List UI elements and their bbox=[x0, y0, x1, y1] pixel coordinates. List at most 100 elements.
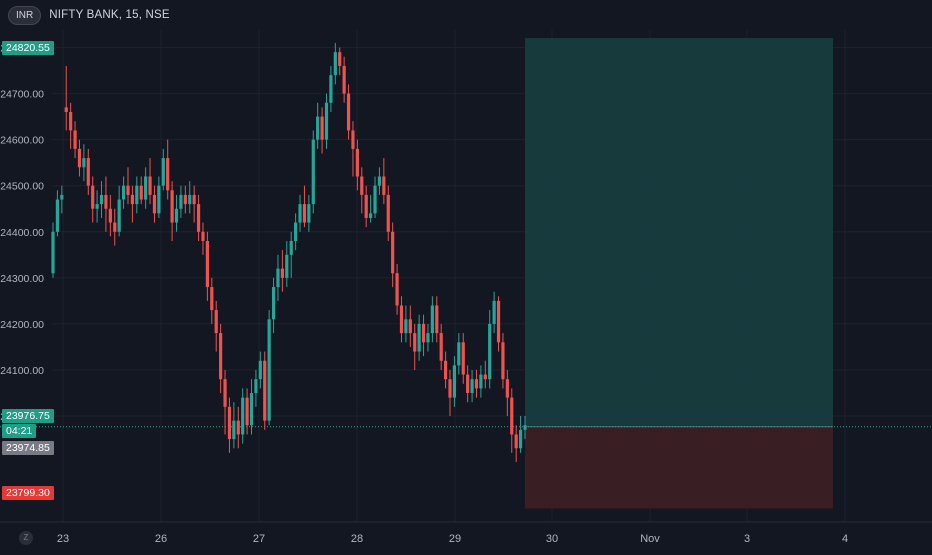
candle-body bbox=[205, 240, 209, 288]
price-tick-label: 24200.00 bbox=[0, 319, 44, 331]
candle-body bbox=[99, 194, 104, 205]
candle-body bbox=[496, 300, 501, 343]
candle-body bbox=[483, 374, 487, 380]
chart-header: INR NIFTY BANK, 15, NSE bbox=[8, 4, 170, 26]
candle-body bbox=[232, 420, 236, 440]
candle-body bbox=[364, 194, 368, 218]
profit-zone bbox=[525, 38, 833, 427]
currency-badge[interactable]: INR bbox=[8, 5, 42, 25]
candle-body bbox=[417, 323, 421, 352]
candle-body bbox=[413, 333, 417, 352]
candle-body bbox=[271, 287, 276, 320]
candle-body bbox=[369, 213, 373, 218]
candle-body bbox=[95, 204, 99, 209]
candle-body bbox=[82, 158, 86, 168]
candle-body bbox=[139, 185, 143, 200]
candle-body bbox=[316, 116, 320, 140]
timezone-icon[interactable]: Z bbox=[19, 531, 33, 545]
candle-body bbox=[174, 208, 179, 223]
candle-body bbox=[430, 305, 434, 334]
candle-body bbox=[135, 185, 139, 205]
candle-body bbox=[64, 107, 68, 112]
stop-price-tag: 23799.30 bbox=[2, 486, 54, 500]
candle-body bbox=[108, 208, 112, 223]
price-tick-label: 24100.00 bbox=[0, 365, 44, 377]
time-tick-label: 3 bbox=[744, 533, 750, 545]
time-tick-label: Nov bbox=[640, 533, 660, 545]
time-tick-label: 4 bbox=[842, 533, 848, 545]
candle-body bbox=[488, 323, 492, 380]
candle-body bbox=[214, 310, 218, 334]
price-tick-label: 24600.00 bbox=[0, 135, 44, 147]
candle-body bbox=[479, 374, 483, 389]
candle-body bbox=[452, 365, 457, 398]
target-price-tag: 24820.55 bbox=[2, 41, 54, 55]
candle-body bbox=[457, 342, 461, 366]
candle-body bbox=[179, 194, 183, 209]
candle-body bbox=[346, 93, 351, 131]
candle-body bbox=[236, 420, 240, 435]
candle-body bbox=[492, 300, 496, 324]
candle-body bbox=[360, 176, 364, 195]
candle-body bbox=[461, 342, 465, 375]
price-tick-label: 24400.00 bbox=[0, 227, 44, 239]
candle-body bbox=[518, 429, 523, 449]
candle-body bbox=[399, 305, 404, 334]
candle-body bbox=[77, 148, 82, 168]
candle-body bbox=[91, 185, 95, 209]
candle-body bbox=[324, 102, 329, 140]
candle-body bbox=[466, 374, 470, 394]
candle-body bbox=[439, 333, 443, 361]
candle-body bbox=[523, 425, 527, 430]
candle-body bbox=[157, 185, 161, 214]
candle-body bbox=[241, 397, 245, 435]
candle-body bbox=[245, 397, 249, 426]
candle-body bbox=[510, 397, 514, 435]
candle-body bbox=[188, 194, 192, 205]
candle-body bbox=[474, 379, 479, 389]
time-tick-label: 27 bbox=[253, 533, 265, 545]
candle-body bbox=[254, 379, 258, 394]
candle-body bbox=[302, 204, 307, 223]
time-tick-label: 23 bbox=[57, 533, 69, 545]
candle-body bbox=[69, 112, 73, 131]
candle-body bbox=[192, 194, 196, 205]
time-tick-label: 29 bbox=[449, 533, 461, 545]
candle-body bbox=[395, 273, 399, 306]
countdown-tag: 04:21 bbox=[2, 424, 37, 438]
candle-body bbox=[280, 268, 284, 278]
candle-body bbox=[152, 194, 157, 214]
candle-body bbox=[443, 360, 448, 380]
candle-body bbox=[117, 199, 121, 232]
candle-body bbox=[161, 158, 165, 186]
candle-body bbox=[435, 305, 439, 334]
candle-body bbox=[113, 222, 117, 232]
time-tick-label: 28 bbox=[351, 533, 363, 545]
candle-body bbox=[249, 393, 254, 426]
candle-body bbox=[170, 190, 174, 223]
candle-body bbox=[55, 199, 60, 232]
candle-body bbox=[51, 231, 55, 274]
candle-body bbox=[382, 176, 386, 195]
candle-body bbox=[333, 52, 337, 76]
candle-body bbox=[86, 158, 90, 186]
candle-body bbox=[408, 319, 412, 334]
candle-body bbox=[210, 287, 214, 311]
price-tick-label: 24700.00 bbox=[0, 89, 44, 101]
symbol-title[interactable]: NIFTY BANK, 15, NSE bbox=[49, 9, 170, 21]
candle-body bbox=[219, 333, 223, 380]
candle-body bbox=[505, 379, 509, 398]
candle-body bbox=[130, 194, 135, 205]
time-tick-label: 26 bbox=[155, 533, 167, 545]
current-price-tag: 23976.75 bbox=[2, 409, 54, 423]
candle-body bbox=[311, 139, 315, 205]
candle-body bbox=[104, 194, 108, 209]
candle-body bbox=[351, 130, 355, 149]
candle-body bbox=[470, 379, 474, 394]
candle-body bbox=[227, 406, 232, 440]
candle-body bbox=[183, 194, 187, 205]
candle-body bbox=[355, 148, 359, 177]
price-tick-label: 24300.00 bbox=[0, 273, 44, 285]
